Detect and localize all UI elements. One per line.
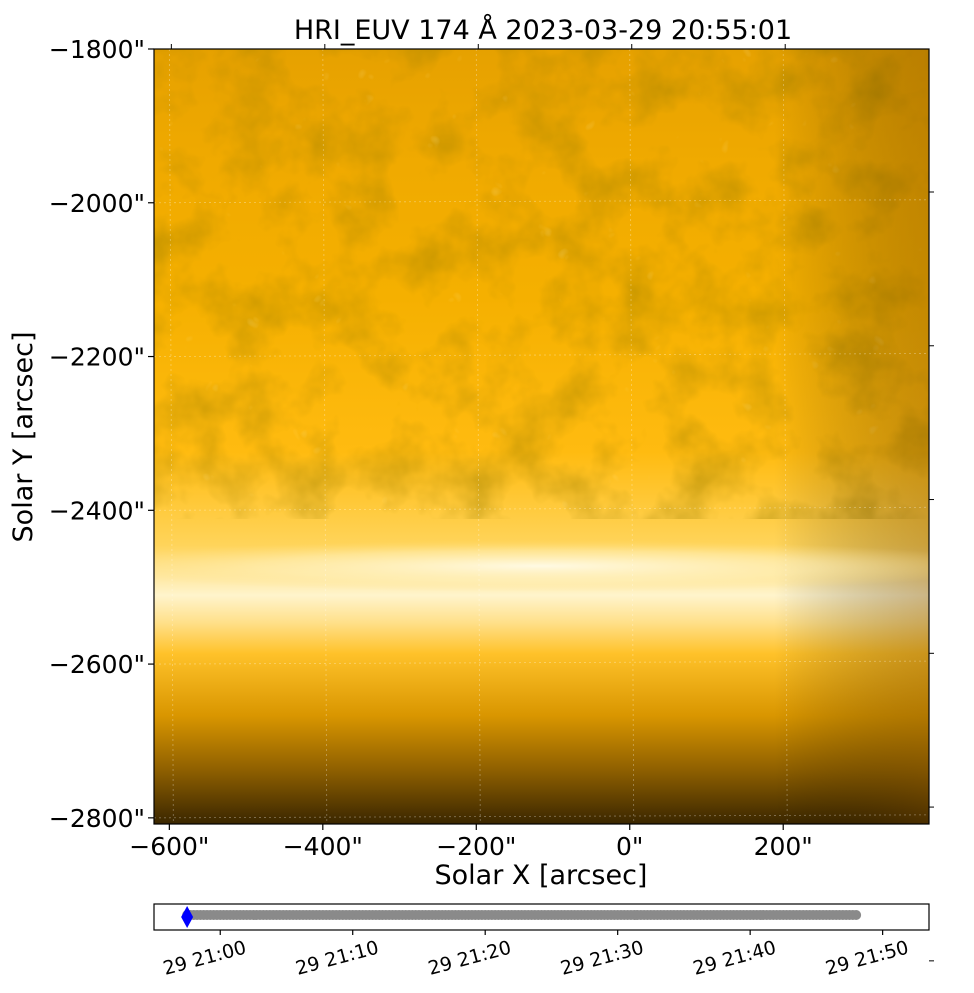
coordinate-grid <box>154 49 929 824</box>
timeline-frames[interactable] <box>181 906 862 928</box>
plot-frame <box>153 48 930 825</box>
y-tick-label-5: −2800" <box>49 804 145 833</box>
solar-image <box>154 49 929 824</box>
x-tick-label-1: −400" <box>283 832 363 861</box>
grid-line-y-4 <box>154 660 929 665</box>
x-tick-label-3: 0" <box>616 832 643 861</box>
timeline-tick-label-4: 29 21:40 <box>691 937 779 980</box>
y-tick-label-4: −2600" <box>49 650 145 679</box>
x-tick-label-2: −200" <box>436 832 516 861</box>
timeline-tick-label-1: 29 21:10 <box>293 937 381 980</box>
timeline-tick-label-5: 29 21:50 <box>823 937 911 980</box>
y-tick-label-1: −2000" <box>49 189 145 218</box>
y-tick-label-3: −2400" <box>49 496 145 525</box>
timeline-tick-label-3: 29 21:30 <box>558 937 646 980</box>
grid-line-x-4 <box>782 49 788 824</box>
grid-line-x-0 <box>168 49 174 824</box>
grid-line-x-3 <box>629 49 635 824</box>
grid-line-y-5 <box>154 814 929 819</box>
grid-line-x-2 <box>475 49 481 824</box>
y-tick-label-0: −1800" <box>49 35 145 64</box>
current-frame-marker[interactable] <box>181 906 194 928</box>
x-axis: −600" −400" −200" 0" 200" <box>129 44 813 861</box>
timeline-axis: 29 21:00 29 21:10 29 21:20 29 21:30 29 21:40… <box>161 930 911 980</box>
timeline-frame-202[interactable] <box>851 910 862 920</box>
grid-line-x-1 <box>322 49 328 824</box>
y-axis: −1800" −2000" −2200" −2400" −2600" −2800" <box>49 35 934 962</box>
chart-title: HRI_EUV 174 Å 2023-03-29 20:55:01 <box>294 14 792 46</box>
grid-line-y-3 <box>154 506 929 511</box>
y-axis-label: Solar Y [arcsec] <box>8 332 39 543</box>
y-tick-label-2: −2200" <box>49 343 145 372</box>
x-tick-label-4: 200" <box>754 832 813 861</box>
timeline-tick-label-0: 29 21:00 <box>161 937 249 980</box>
x-tick-label-0: −600" <box>129 832 209 861</box>
x-axis-label: Solar X [arcsec] <box>435 860 648 891</box>
timeline-tick-label-2: 29 21:20 <box>426 937 514 980</box>
grid-line-y-2 <box>154 353 929 357</box>
grid-line-y-1 <box>154 199 929 204</box>
